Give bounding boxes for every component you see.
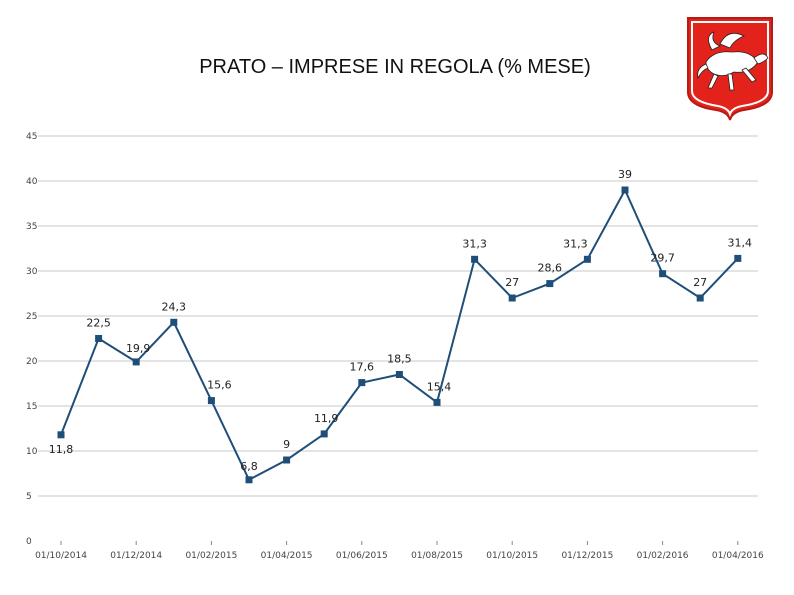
data-point bbox=[132, 358, 140, 366]
data-point bbox=[583, 255, 591, 263]
data-labels: 11,8 22,5 19,9 24,3 15,6 6,8 9 11,9 17,6 18,5 15,4… bbox=[49, 168, 752, 473]
data-point bbox=[283, 456, 291, 464]
y-tick-label: 5 bbox=[26, 492, 32, 502]
y-tick-label: 40 bbox=[26, 177, 38, 187]
y-tick-label: 20 bbox=[26, 357, 38, 367]
x-tick-label: 01/10/2014 bbox=[35, 551, 87, 561]
data-label: 29,7 bbox=[650, 252, 675, 265]
data-label: 18,5 bbox=[387, 353, 412, 366]
y-tick-label: 35 bbox=[26, 222, 37, 232]
x-tick-label: 01/06/2015 bbox=[336, 551, 388, 561]
data-point bbox=[170, 318, 178, 326]
x-tick-label: 01/08/2015 bbox=[411, 551, 463, 561]
x-axis-ticks: 01/10/2014 01/12/2014 01/02/2015 01/04/2015… bbox=[35, 541, 764, 561]
y-tick-label: 30 bbox=[26, 267, 38, 277]
chart-title: PRATO – IMPRESE IN REGOLA (% MESE) bbox=[199, 56, 591, 78]
data-label: 19,9 bbox=[126, 342, 151, 355]
x-tick-label: 01/02/2015 bbox=[185, 551, 237, 561]
data-point bbox=[57, 431, 65, 439]
data-label: 11,8 bbox=[49, 443, 74, 456]
data-point bbox=[471, 255, 479, 263]
data-point bbox=[508, 294, 516, 302]
y-tick-label: 15 bbox=[26, 402, 37, 412]
data-label: 24,3 bbox=[162, 300, 187, 313]
data-label: 6,8 bbox=[240, 460, 258, 473]
y-axis-ticks: 0 5 10 15 20 25 30 35 40 45 bbox=[26, 132, 38, 547]
data-label: 31,4 bbox=[728, 236, 753, 249]
data-label: 11,9 bbox=[314, 412, 339, 425]
tuscany-pegasus-emblem-icon bbox=[684, 14, 776, 122]
data-label: 15,6 bbox=[207, 379, 232, 392]
data-point bbox=[734, 254, 742, 262]
x-tick-label: 01/02/2016 bbox=[637, 551, 689, 561]
data-point bbox=[207, 397, 215, 405]
x-tick-label: 01/12/2015 bbox=[561, 551, 613, 561]
data-label: 17,6 bbox=[350, 361, 375, 374]
x-tick-label: 01/10/2015 bbox=[486, 551, 538, 561]
series-line bbox=[60, 187, 739, 482]
data-label: 9 bbox=[283, 438, 290, 451]
y-tick-label: 45 bbox=[26, 132, 37, 142]
data-point bbox=[320, 430, 328, 438]
data-point bbox=[395, 371, 403, 378]
data-point bbox=[659, 270, 667, 278]
x-tick-label: 01/12/2014 bbox=[110, 551, 162, 561]
data-point bbox=[546, 280, 554, 288]
data-label: 39 bbox=[618, 168, 632, 181]
y-tick-label: 0 bbox=[26, 537, 32, 547]
data-label: 31,3 bbox=[462, 237, 487, 250]
y-tick-label: 25 bbox=[26, 312, 37, 322]
data-point bbox=[433, 398, 441, 406]
data-label: 27 bbox=[693, 276, 707, 289]
data-label: 22,5 bbox=[86, 317, 111, 330]
chart-grid bbox=[38, 135, 758, 497]
x-tick-label: 01/04/2015 bbox=[261, 551, 313, 561]
data-label: 28,6 bbox=[538, 262, 563, 275]
data-point bbox=[358, 379, 366, 387]
data-label: 15,4 bbox=[427, 380, 452, 393]
data-label: 27 bbox=[505, 276, 519, 289]
data-label: 31,3 bbox=[563, 237, 588, 250]
y-tick-label: 10 bbox=[26, 447, 38, 457]
series-line-layer bbox=[57, 186, 742, 484]
data-point bbox=[95, 335, 103, 342]
data-point bbox=[696, 294, 704, 302]
data-point bbox=[245, 476, 253, 484]
x-tick-label: 01/04/2016 bbox=[712, 551, 764, 561]
data-point bbox=[621, 186, 629, 194]
